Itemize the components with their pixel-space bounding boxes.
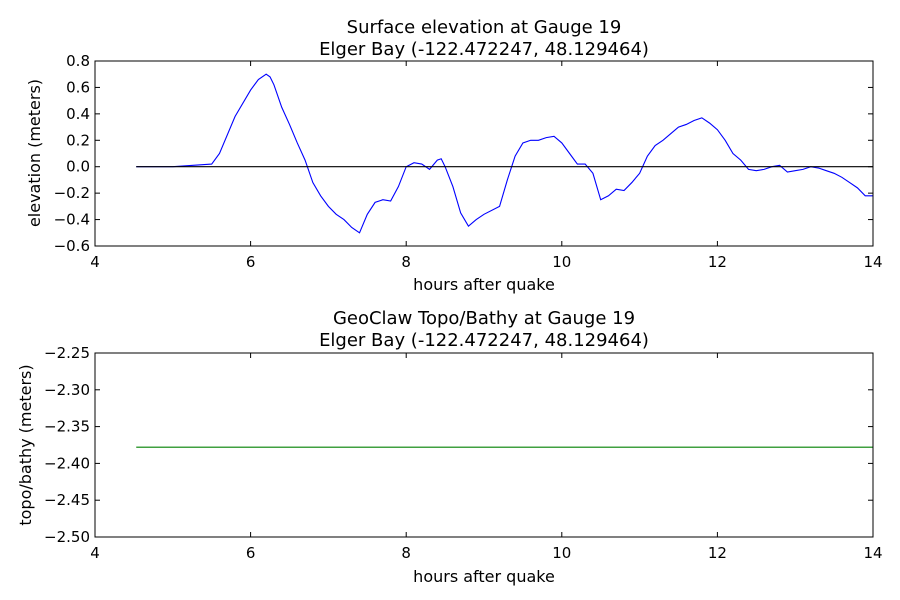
y-tick-label: −2.40 (44, 454, 90, 472)
elevation-chart-subtitle: Elger Bay (-122.472247, 48.129464) (319, 39, 649, 60)
y-tick-label: −0.4 (54, 211, 90, 229)
elevation-chart: Surface elevation at Gauge 19 Elger Bay … (25, 17, 883, 294)
bathy-y-axis-label: topo/bathy (meters) (16, 364, 35, 525)
bathy-axes-frame (94, 352, 874, 538)
bathy-ticks (94, 352, 874, 538)
x-tick-label: 6 (246, 253, 256, 271)
bathy-x-tick-labels: 4 6 8 10 12 14 (90, 544, 882, 562)
x-tick-label: 12 (708, 544, 727, 562)
y-tick-label: 0.0 (66, 158, 90, 176)
y-tick-label: −2.45 (44, 491, 90, 509)
bathy-x-axis-label: hours after quake (413, 567, 555, 586)
bathy-chart-title: GeoClaw Topo/Bathy at Gauge 19 (333, 308, 635, 329)
y-tick-label: −2.30 (44, 381, 90, 399)
x-tick-label: 4 (90, 544, 100, 562)
elevation-x-axis-label: hours after quake (413, 275, 555, 294)
x-tick-label: 12 (708, 253, 727, 271)
elevation-y-tick-labels: −0.6 −0.4 −0.2 0.0 0.2 0.4 0.6 0.8 (54, 52, 90, 255)
x-tick-label: 10 (552, 253, 571, 271)
elevation-axes-frame (94, 60, 874, 247)
x-tick-label: 8 (401, 253, 411, 271)
y-tick-label: −0.2 (54, 184, 90, 202)
x-tick-label: 4 (90, 253, 100, 271)
y-tick-label: −2.50 (44, 528, 90, 546)
bathy-y-tick-labels: −2.50 −2.45 −2.40 −2.35 −2.30 −2.25 (44, 344, 90, 546)
y-tick-label: 0.8 (66, 52, 90, 70)
y-tick-label: 0.2 (66, 131, 90, 149)
elevation-plot-area (136, 73, 873, 234)
elevation-chart-title: Surface elevation at Gauge 19 (347, 17, 622, 38)
elevation-x-tick-labels: 4 6 8 10 12 14 (90, 253, 882, 271)
y-tick-label: −0.6 (54, 237, 90, 255)
y-tick-label: 0.6 (66, 78, 90, 96)
x-tick-label: 6 (246, 544, 256, 562)
x-tick-label: 8 (401, 544, 411, 562)
elevation-ticks (94, 60, 874, 247)
y-tick-label: −2.35 (44, 418, 90, 436)
y-tick-label: 0.4 (66, 105, 90, 123)
x-tick-label: 14 (863, 544, 882, 562)
bathy-chart: GeoClaw Topo/Bathy at Gauge 19 Elger Bay… (16, 308, 883, 586)
bathy-chart-subtitle: Elger Bay (-122.472247, 48.129464) (319, 330, 649, 351)
elevation-series-line-0 (136, 73, 873, 234)
x-tick-label: 14 (863, 253, 882, 271)
elevation-y-axis-label: elevation (meters) (25, 79, 44, 227)
x-tick-label: 10 (552, 544, 571, 562)
y-tick-label: −2.25 (44, 344, 90, 362)
